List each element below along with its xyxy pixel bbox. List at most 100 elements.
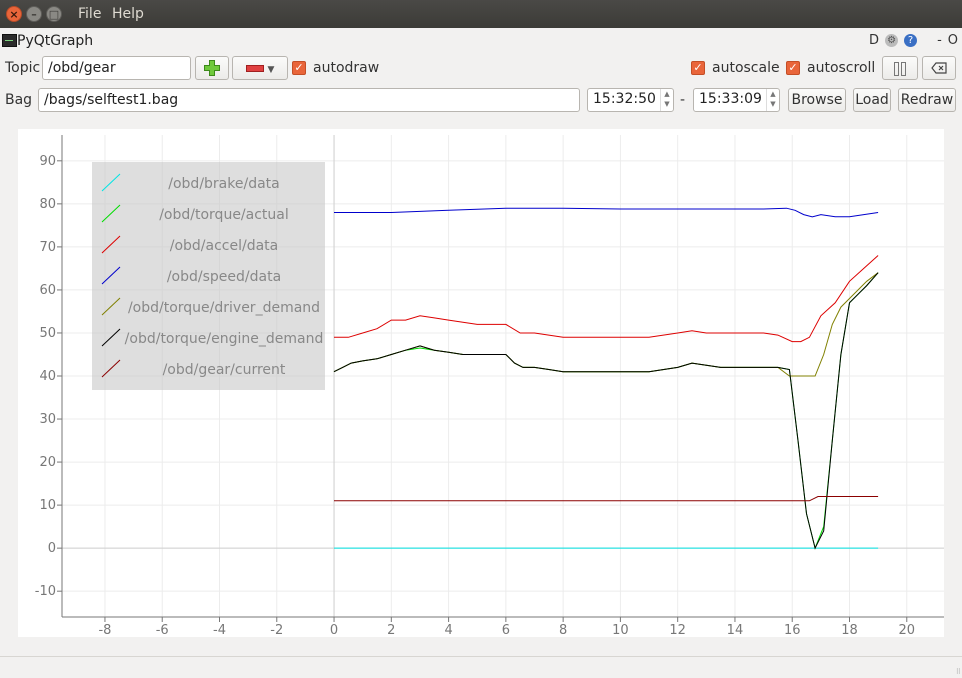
pyqtgraph-title: PyQtGraph (17, 33, 94, 49)
start-time-value: 15:32:50 (593, 91, 656, 107)
legend-swatch (101, 266, 121, 285)
y-tick-label: 80 (39, 197, 56, 212)
bag-toolbar: Bag 15:32:50 ▲▼ - 15:33:09 ▲▼ Browse Loa… (0, 87, 962, 113)
plot-axes: -8 -6 -4 -2 0 2 4 6 8 10 12 14 16 18 20 -10 0 10 20 30 40 50 6… (35, 135, 944, 638)
series-line-4 (333, 272, 879, 377)
add-topic-button[interactable] (195, 56, 229, 80)
legend-label: /obd/torque/actual (159, 207, 289, 223)
end-time-spin-arrows[interactable]: ▲ ▼ (766, 89, 779, 111)
autoscale-label: autoscale (712, 60, 780, 76)
pyqtgraph-header: PyQtGraph D ⚙ ? - O (0, 30, 962, 52)
maximize-window-button[interactable]: □ (46, 6, 62, 22)
legend-swatch (101, 173, 121, 192)
series-line-5 (333, 272, 879, 550)
y-tick-label: 10 (39, 498, 56, 513)
minimize-window-button[interactable]: – (26, 6, 42, 22)
end-time-spinbox[interactable]: 15:33:09 ▲ ▼ (693, 88, 780, 112)
legend-label: /obd/torque/engine_demand (125, 331, 324, 347)
pause-button[interactable] (882, 56, 918, 80)
clear-button[interactable] (922, 56, 956, 80)
y-tick-label: 70 (39, 240, 56, 255)
legend-label: /obd/speed/data (167, 269, 281, 285)
x-tick-label: -6 (156, 623, 169, 637)
series-line-1 (333, 272, 879, 550)
x-tick-label: 20 (898, 623, 915, 637)
dock-d-button[interactable]: D (869, 33, 880, 48)
start-time-spinbox[interactable]: 15:32:50 ▲ ▼ (587, 88, 674, 112)
plot-series (333, 207, 879, 550)
series-line-6 (334, 496, 879, 502)
plot-area[interactable]: -8 -6 -4 -2 0 2 4 6 8 10 12 14 16 18 20 -10 0 10 20 30 40 50 6… (18, 129, 944, 638)
minus-icon (245, 64, 264, 72)
x-tick-label: 8 (559, 623, 567, 637)
x-tick-label: -2 (270, 623, 283, 637)
remove-topic-dropdown[interactable]: ▼ (232, 56, 288, 80)
x-tick-label: 18 (841, 623, 858, 637)
y-tick-label: 20 (39, 455, 56, 470)
gear-icon[interactable]: ⚙ (885, 34, 899, 47)
time-range-separator: - (680, 92, 686, 108)
browse-button[interactable]: Browse (788, 88, 846, 112)
legend-swatch (101, 359, 121, 378)
end-time-value: 15:33:09 (699, 91, 762, 107)
app-icon (2, 34, 17, 47)
status-bar (0, 656, 962, 657)
legend-label: /obd/accel/data (170, 238, 279, 254)
resize-grip-icon[interactable]: ⠿ (955, 668, 961, 676)
x-tick-label: 6 (502, 623, 510, 637)
dock-controls: D ⚙ ? - O (869, 33, 958, 48)
chevron-down-icon: ▼ (267, 65, 275, 75)
redraw-button[interactable]: Redraw (898, 88, 956, 112)
close-window-button[interactable]: × (6, 6, 22, 22)
x-tick-label: 14 (727, 623, 744, 637)
y-tick-label: 40 (39, 369, 56, 384)
autoscroll-checkbox[interactable]: ✓ (786, 61, 800, 75)
y-tick-label: 50 (39, 326, 56, 341)
topic-input[interactable] (42, 56, 191, 80)
autoscale-checkbox[interactable]: ✓ (691, 61, 705, 75)
line-chart[interactable]: -8 -6 -4 -2 0 2 4 6 8 10 12 14 16 18 20 -10 0 10 20 30 40 50 6… (18, 129, 944, 638)
x-tick-label: 16 (784, 623, 801, 637)
legend-label: /obd/brake/data (168, 176, 279, 192)
x-tick-label: 12 (669, 623, 686, 637)
y-tick-label: 30 (39, 412, 56, 427)
y-tick-label: 90 (39, 154, 56, 169)
x-tick-label: 4 (444, 623, 452, 637)
start-time-spin-arrows[interactable]: ▲ ▼ (660, 89, 673, 111)
x-tick-label: 10 (612, 623, 629, 637)
legend-swatch (101, 235, 121, 254)
bag-label: Bag (5, 92, 33, 108)
plot-legend: /obd/brake/data/obd/torque/actual/obd/ac… (92, 162, 325, 390)
legend-swatch (101, 328, 121, 347)
series-line-2 (334, 255, 879, 343)
dock-minimize-button[interactable]: - (937, 33, 942, 48)
clear-icon (931, 62, 947, 74)
x-tick-label: -8 (98, 623, 111, 637)
bag-path-input[interactable] (38, 88, 580, 112)
dock-float-button[interactable]: O (947, 33, 958, 48)
plus-icon (204, 60, 220, 76)
legend-label: /obd/torque/driver_demand (128, 300, 320, 316)
topic-label: Topic (5, 60, 41, 76)
y-tick-label: 0 (48, 541, 56, 556)
y-tick-label: 60 (39, 283, 56, 298)
x-tick-label: 2 (387, 623, 395, 637)
legend-swatch (101, 204, 121, 223)
menu-file[interactable]: File (78, 6, 102, 22)
menu-help[interactable]: Help (112, 6, 144, 22)
x-tick-label: 0 (330, 623, 338, 637)
series-line-3 (334, 207, 879, 218)
autodraw-checkbox[interactable]: ✓ (292, 61, 306, 75)
legend-label: /obd/gear/current (163, 362, 286, 378)
window-titlebar: × – □ File Help (0, 0, 962, 28)
pause-icon (894, 62, 899, 76)
legend-swatch (101, 297, 121, 316)
legend-box (92, 162, 325, 390)
x-tick-label: -4 (213, 623, 226, 637)
autoscroll-label: autoscroll (807, 60, 876, 76)
help-icon[interactable]: ? (904, 34, 918, 47)
topic-toolbar: Topic ▼ ✓ autodraw ✓ autoscale ✓ autoscr… (0, 55, 962, 81)
load-button[interactable]: Load (853, 88, 891, 112)
y-tick-label: -10 (35, 584, 56, 599)
autodraw-label: autodraw (313, 60, 380, 76)
